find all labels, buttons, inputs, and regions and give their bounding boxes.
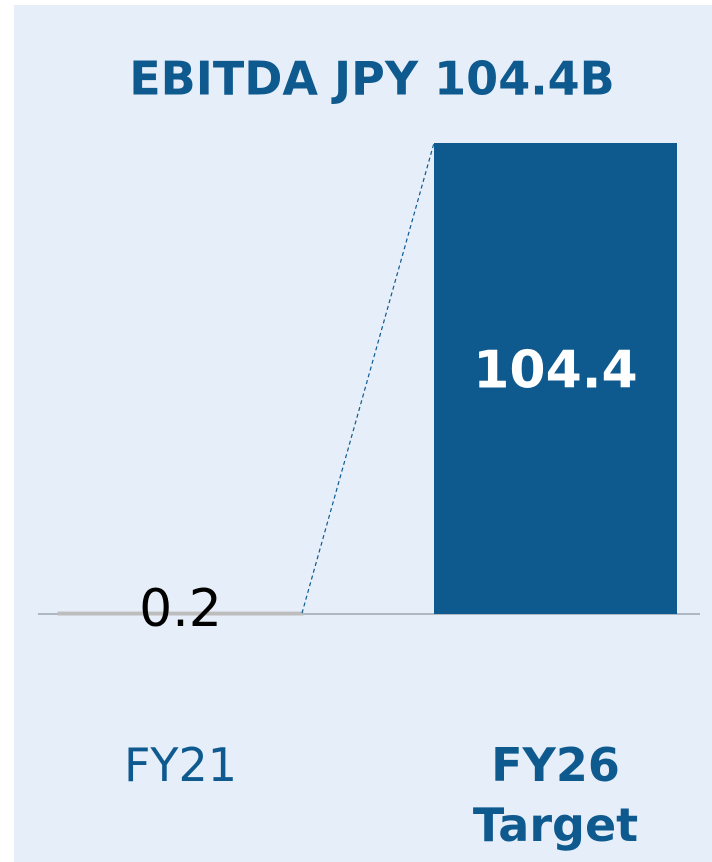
connector xyxy=(301,142,435,614)
value-label: 0.2 xyxy=(139,579,222,639)
x-tick-label: FY26 Target xyxy=(472,738,639,852)
chart-title: EBITDA JPY 104.4B xyxy=(129,52,615,106)
bar xyxy=(434,143,677,614)
bar xyxy=(57,611,304,616)
value-label: 104.4 xyxy=(473,341,637,401)
x-tick-label: FY21 xyxy=(123,738,238,792)
